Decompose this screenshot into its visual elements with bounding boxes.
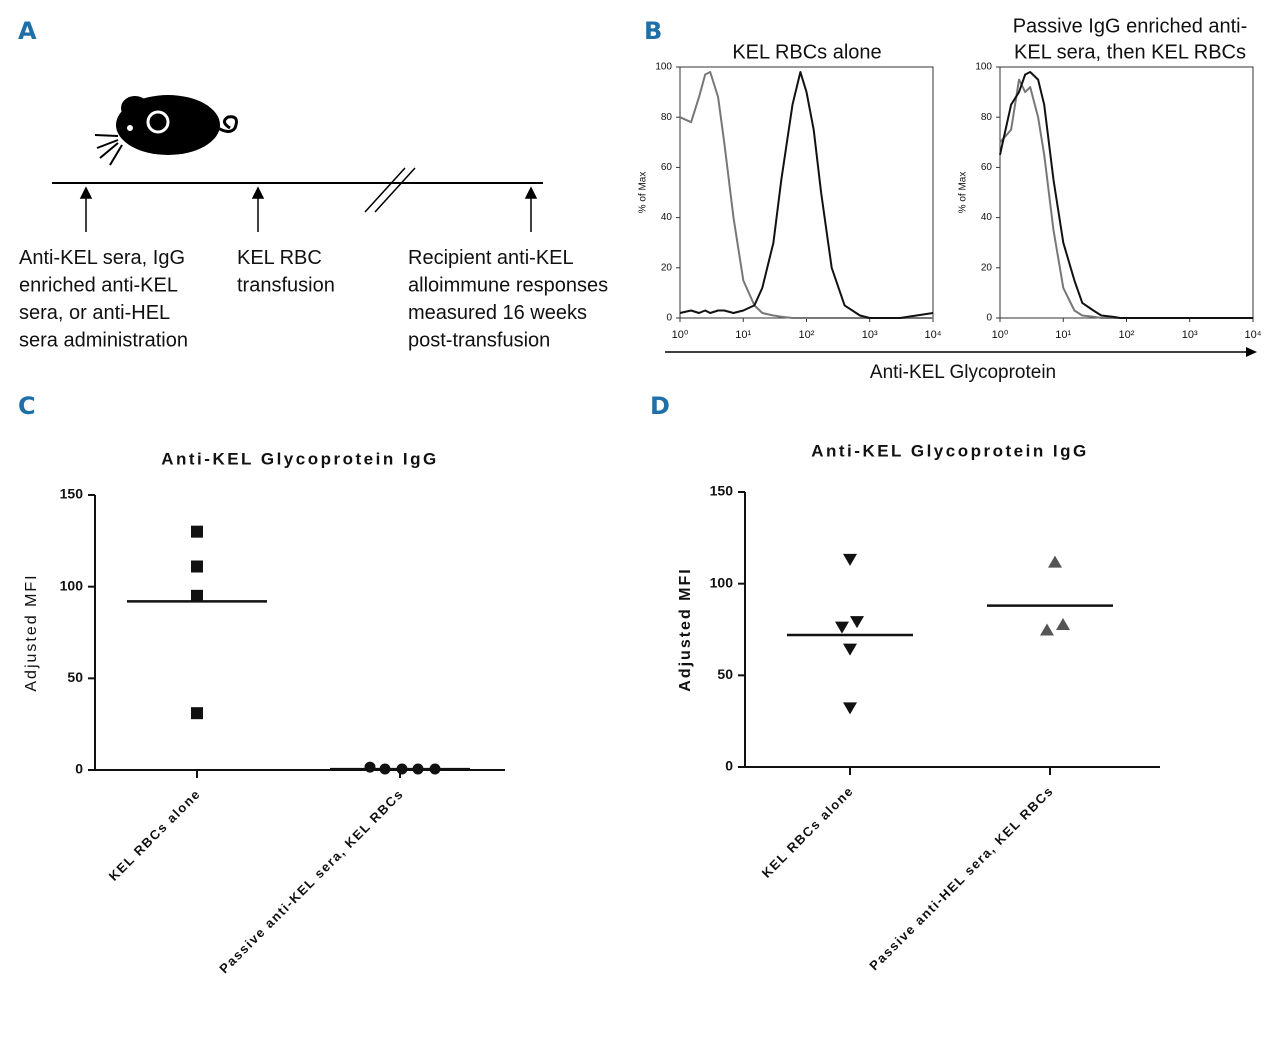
x-tick-label: 10⁴ [925,329,942,341]
data-point [191,589,203,602]
chart-title: Anti-KEL Glycoprotein IgG [161,449,439,468]
x-tick-label: 10³ [1182,329,1198,341]
timeline-label: post-transfusion [408,330,550,352]
x-tick-label: Passive anti-HEL sera, KEL RBCs [866,783,1056,973]
data-point [364,761,376,773]
x-tick-label: 10⁴ [1245,329,1262,341]
break-mark [364,167,416,213]
x-tick-label: 10² [1119,329,1135,341]
data-point [191,560,203,573]
plot-frame [679,66,934,319]
y-tick-label: 100 [655,62,672,73]
data-point [843,553,857,566]
timeline-label: measured 16 weeks [408,302,587,324]
y-tick-label: 60 [661,162,673,173]
timeline-label: transfusion [237,275,335,297]
y-axis-label: Adjusted MFI [677,567,694,691]
y-tick-label: 0 [986,313,992,324]
x-tick-label: KEL RBCs alone [106,786,204,884]
chart-title: Passive IgG enriched anti- [1013,15,1248,37]
data-point [191,525,203,538]
timeline-label: Recipient anti-KEL [408,247,574,269]
y-tick-label: 150 [710,483,734,499]
x-tick-label: 10⁰ [672,329,689,341]
timeline-label: Anti-KEL sera, IgG [19,247,185,269]
histogram-line [999,78,1253,319]
y-tick-label: 60 [981,162,993,173]
y-tick-label: 50 [67,669,83,685]
y-tick-label: 80 [981,112,993,123]
y-axis-label: Adjusted MFI [23,573,40,691]
x-tick-label: 10¹ [735,329,751,341]
mouse-icon [94,95,238,166]
timeline-label: KEL RBC [237,247,322,269]
y-tick-label: 20 [981,262,993,273]
y-tick-label: 40 [661,212,673,223]
chart-title: KEL sera, then KEL RBCs [1014,41,1246,63]
data-point [843,643,857,656]
y-axis-label: % of Max [958,172,969,214]
histogram-line [679,71,933,319]
panel-label: C [18,392,36,420]
chart-title: Anti-KEL Glycoprotein IgG [811,441,1089,460]
histogram-line [679,71,934,319]
timeline-label: sera administration [19,330,188,352]
y-tick-label: 0 [75,761,83,777]
chart-title: KEL RBCs alone [732,41,881,63]
data-point [1040,623,1054,636]
y-tick-label: 40 [981,212,993,223]
data-point [843,702,857,715]
timeline-label: sera, or anti-HEL [19,302,170,324]
y-tick-label: 20 [661,262,673,273]
panel-label: B [644,17,662,45]
y-axis-label: % of Max [638,172,649,214]
shared-x-axis-arrow [665,347,1257,357]
y-tick-label: 0 [666,313,672,324]
timeline-arrows [79,186,538,232]
x-tick-label: 10¹ [1055,329,1071,341]
x-tick-label: 10³ [862,329,878,341]
x-tick-label: KEL RBCs alone [759,783,857,881]
data-point [835,621,849,634]
data-point [1056,618,1070,630]
timeline-label: alloimmune responses [408,275,608,297]
data-point [850,616,864,629]
x-tick-label: 10⁰ [992,329,1009,341]
data-point [1048,555,1062,568]
plot-frame [999,66,1254,319]
y-tick-label: 150 [60,486,84,502]
timeline-label: enriched anti-KEL [19,275,178,297]
panel-label: D [650,392,670,420]
y-tick-label: 50 [717,666,733,682]
x-tick-label: Passive anti-KEL sera, KEL RBCs [216,786,406,976]
y-tick-label: 100 [60,577,84,593]
y-tick-label: 0 [725,758,733,774]
data-point [191,707,203,720]
x-tick-label: 10² [799,329,815,341]
y-tick-label: 100 [975,62,992,73]
x-axis-label: Anti-KEL Glycoprotein [870,362,1056,383]
panel-label: A [18,17,37,45]
histogram-line [999,71,1253,319]
y-tick-label: 100 [710,574,734,590]
y-tick-label: 80 [661,112,673,123]
